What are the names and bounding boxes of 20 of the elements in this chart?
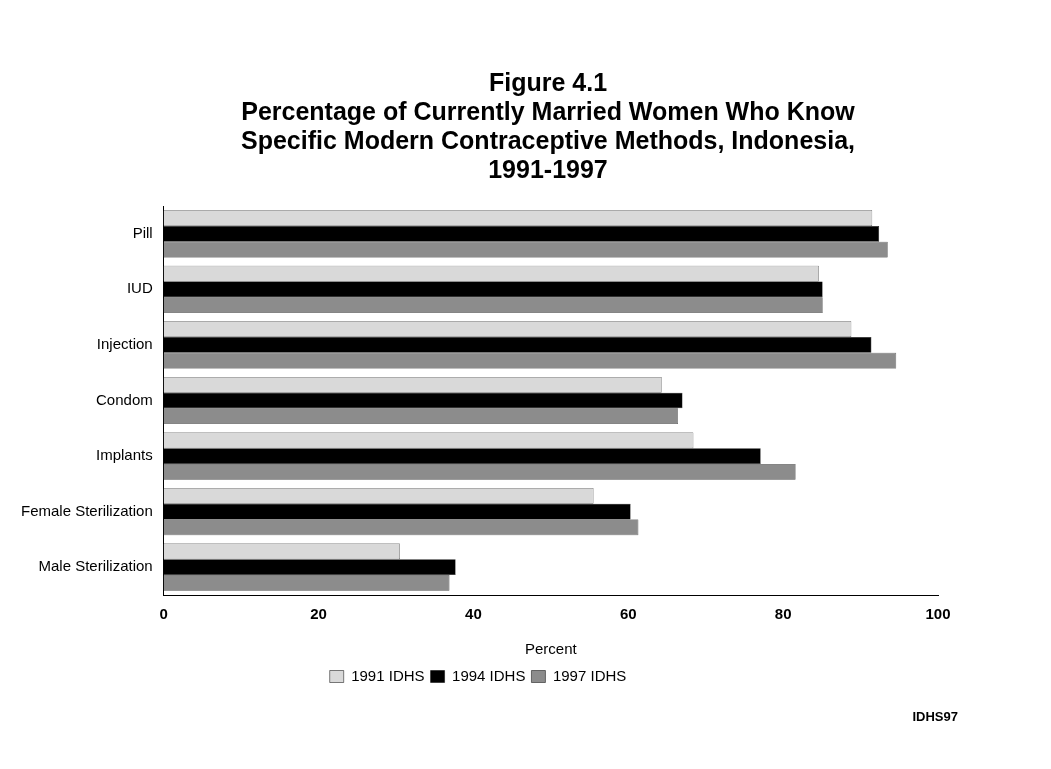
x-tick-label: 20 [310, 605, 327, 623]
x-tick-label: 100 [925, 605, 951, 623]
y-tick-label: Pill [132, 223, 153, 241]
x-axis-title: Percent [525, 640, 578, 658]
y-tick-label: Female Sterilization [21, 501, 153, 519]
y-tick-label: Condom [96, 390, 153, 408]
x-tick-label: 0 [159, 605, 168, 623]
x-tick-label: 60 [619, 605, 637, 623]
x-tick-label: 40 [465, 605, 482, 623]
text: IDHS97 [912, 709, 958, 724]
y-tick-label: Implants [96, 446, 153, 464]
y-tick-label: Male Sterilization [38, 557, 153, 575]
legend-label: 1994 IDHS [452, 666, 526, 684]
y-tick-label: Injection [96, 335, 153, 353]
chart-subtitle: Percentage of Currently Married Women Who Know Specific Modern Contraceptive Methods, Indonesia, 1991-1997 [240, 97, 856, 184]
y-tick-label: IUD [126, 279, 153, 297]
legend-label: 1991 IDHS [351, 666, 425, 684]
legend-label: 1997 IDHS [552, 666, 627, 684]
x-tick-label: 80 [774, 605, 792, 623]
chart-title: Figure 4.1 [487, 68, 609, 97]
